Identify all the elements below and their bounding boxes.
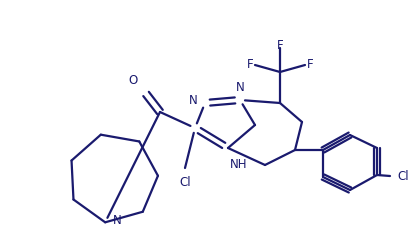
Text: O: O (129, 74, 138, 87)
Text: F: F (246, 58, 253, 72)
Text: F: F (277, 39, 283, 52)
Text: N: N (236, 81, 245, 94)
Text: N: N (113, 214, 122, 227)
Text: N: N (189, 93, 198, 107)
Text: NH: NH (229, 159, 247, 172)
Text: Cl: Cl (397, 170, 409, 182)
Text: F: F (307, 58, 314, 72)
Text: Cl: Cl (179, 176, 191, 189)
